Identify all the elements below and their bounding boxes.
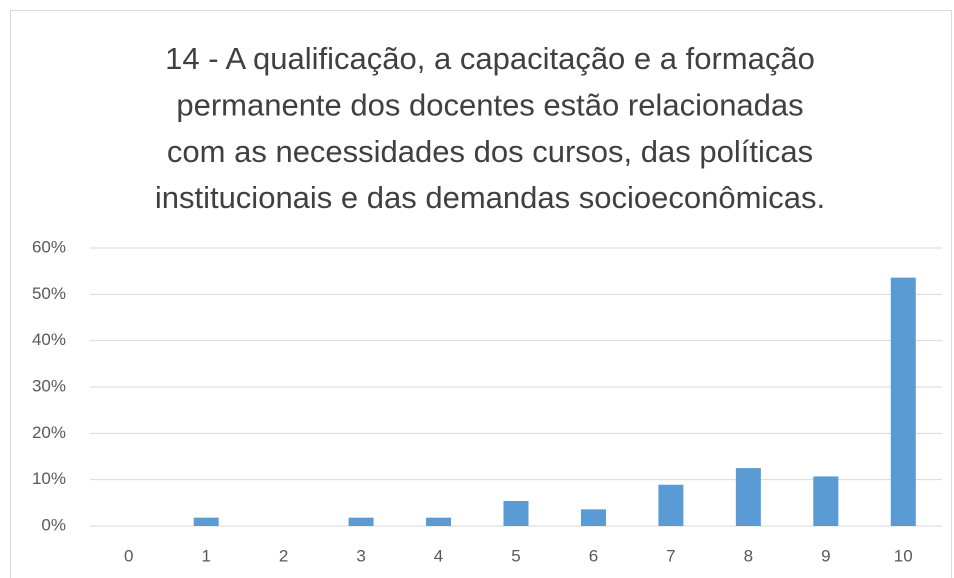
x-tick-label: 10	[894, 546, 913, 565]
bar	[193, 517, 219, 526]
chart-title: com as necessidades dos cursos, das polí…	[167, 134, 813, 169]
chart-title: institucionais e das demandas socioeconô…	[155, 180, 825, 215]
y-tick-label: 40%	[32, 330, 66, 349]
x-tick-label: 1	[201, 546, 210, 565]
chart-title: permanente dos docentes estão relacionad…	[176, 87, 803, 122]
y-tick-label: 60%	[32, 237, 66, 256]
x-tick-label: 6	[589, 546, 598, 565]
x-tick-label: 8	[744, 546, 753, 565]
x-tick-label: 4	[434, 546, 443, 565]
chart-title: 14 - A qualificação, a capacitação e a f…	[165, 41, 815, 76]
x-tick-label: 3	[356, 546, 365, 565]
x-tick-label: 7	[666, 546, 675, 565]
y-tick-label: 0%	[41, 515, 66, 534]
bar	[580, 509, 606, 526]
bar	[348, 517, 374, 526]
bar	[426, 517, 452, 526]
x-tick-label: 0	[124, 546, 133, 565]
x-tick-label: 5	[511, 546, 520, 565]
y-tick-label: 10%	[32, 469, 66, 488]
bar	[813, 476, 839, 526]
bar	[735, 468, 761, 526]
bar	[503, 500, 529, 526]
bar	[658, 484, 684, 526]
bar	[890, 277, 916, 526]
y-tick-label: 20%	[32, 423, 66, 442]
x-tick-label: 9	[821, 546, 830, 565]
x-tick-label: 2	[279, 546, 288, 565]
y-tick-label: 30%	[32, 376, 66, 395]
y-tick-label: 50%	[32, 284, 66, 303]
